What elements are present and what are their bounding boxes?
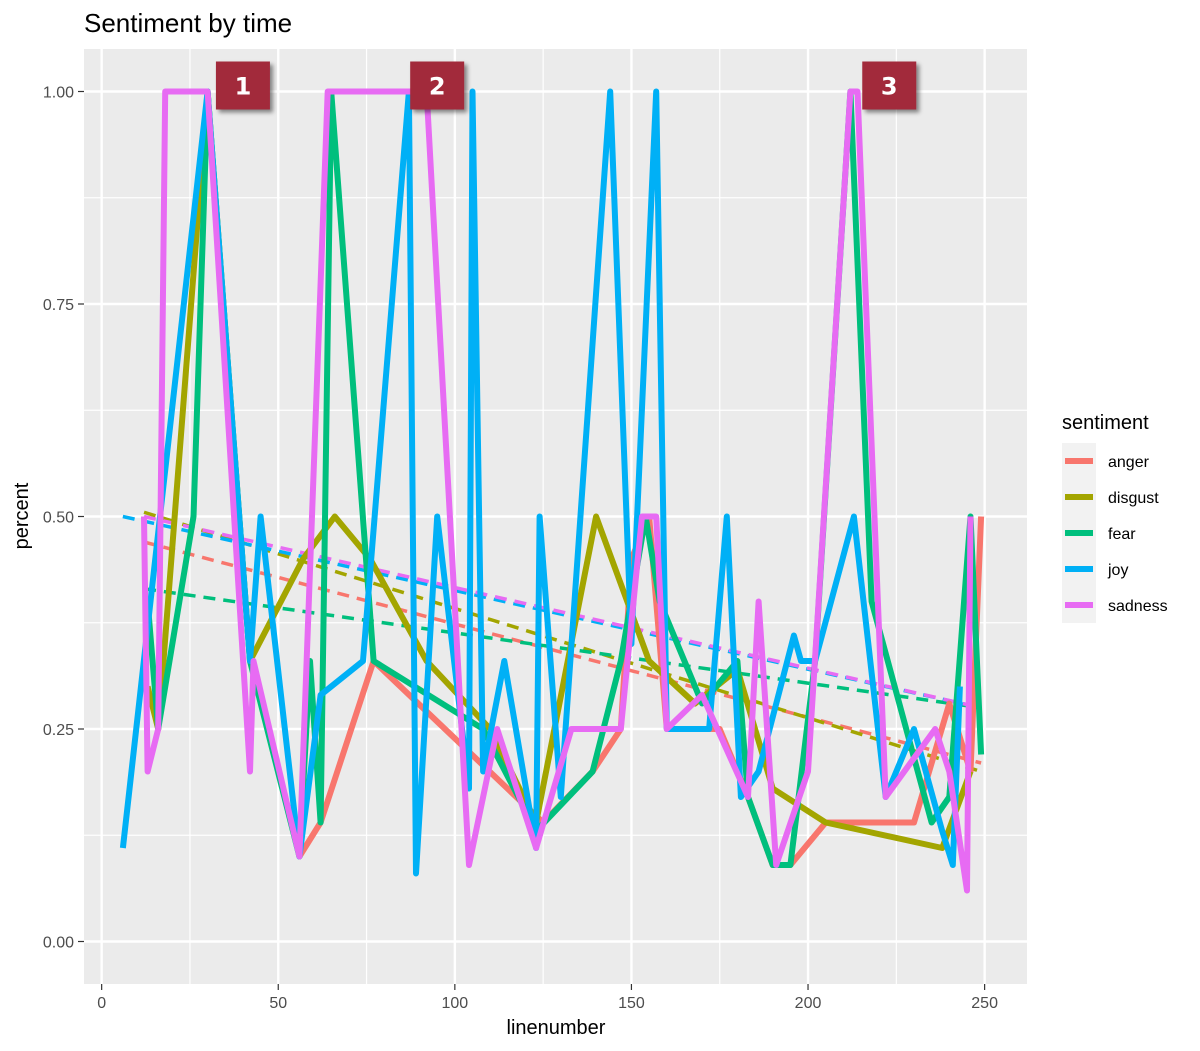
annotation-badge-label: 1 [235, 73, 252, 101]
legend-label: joy [1107, 562, 1128, 579]
legend-item-disgust: disgust [1062, 479, 1159, 515]
annotation-badge-label: 3 [881, 73, 898, 101]
annotation-badge-1: 1 [215, 61, 270, 110]
annotation-badge-box [410, 61, 465, 110]
legend-item-joy: joy [1062, 551, 1128, 587]
y-tick-label: 0.75 [43, 297, 74, 314]
trend-line-disgust [143, 510, 982, 774]
x-tick-label: 150 [618, 995, 645, 1012]
legend: sentiment anger disgust fear joy sadness [1062, 412, 1168, 623]
trend-line-fear [143, 587, 982, 710]
legend-item-sadness: sadness [1062, 587, 1168, 623]
y-tick-label: 1.00 [43, 85, 74, 102]
annotation-badge-2: 2 [410, 61, 465, 110]
legend-item-anger: anger [1062, 443, 1150, 479]
x-tick-label: 250 [971, 995, 998, 1012]
y-axis-title: percent [11, 482, 33, 549]
x-tick-label: 200 [795, 995, 822, 1012]
y-tick-label: 0.25 [43, 722, 74, 739]
annotations: 1 2 3 [215, 61, 917, 110]
y-tick-label: 0.00 [43, 935, 74, 952]
axes: 0 50 100 150 200 250 0.00 0.25 0.50 0.75 1.00 [43, 85, 998, 1013]
x-axis-title: linenumber [507, 1017, 606, 1039]
trend-line-anger [143, 540, 982, 765]
chart-title: Sentiment by time [84, 8, 292, 38]
legend-title: sentiment [1062, 412, 1149, 434]
series-line-sadness [141, 88, 974, 894]
legend-label: sadness [1108, 598, 1168, 615]
series-line-joy [119, 88, 963, 877]
x-tick-label: 100 [441, 995, 468, 1012]
x-tick-label: 50 [269, 995, 287, 1012]
legend-label: disgust [1108, 490, 1159, 507]
legend-label: fear [1108, 526, 1136, 543]
y-tick-label: 0.50 [43, 510, 74, 527]
x-tick-label: 0 [97, 995, 106, 1012]
trend-line-sadness [143, 514, 982, 710]
annotation-badge-box [862, 61, 917, 110]
annotation-badge-box [215, 61, 270, 110]
legend-label: anger [1108, 454, 1150, 471]
annotation-badge-label: 2 [429, 73, 446, 101]
series-lines [119, 88, 985, 894]
legend-item-fear: fear [1062, 515, 1136, 551]
annotation-badge-3: 3 [862, 61, 917, 110]
